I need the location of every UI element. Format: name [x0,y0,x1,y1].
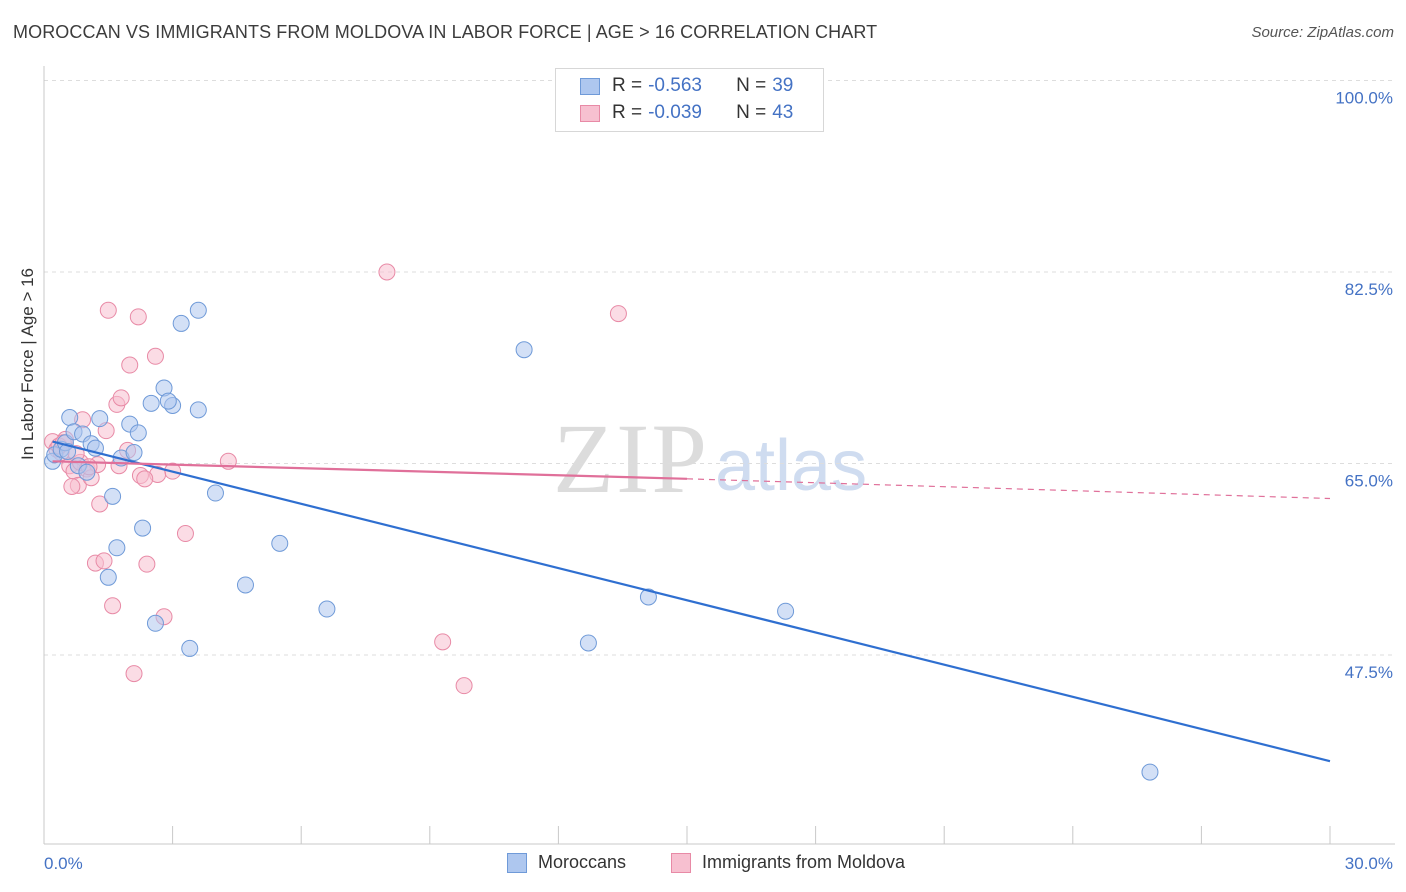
point-moroccans [108,539,126,557]
n-label: N = [736,102,767,123]
trendline-moldova [52,460,688,480]
r-value: -0.039 [648,102,702,123]
point-moroccans [78,463,96,481]
legend-row-moldova: R = -0.039 N = 43 [580,100,793,126]
point-moroccans [271,534,289,552]
point-moldova [434,633,452,651]
watermark-zip: ZIP [553,403,709,514]
legend-swatch-moldova [671,852,691,873]
legend-label-moroccans: Moroccans [538,852,627,872]
point-moroccans [206,484,224,502]
point-moroccans [99,568,117,586]
point-moroccans [318,600,336,618]
n-value: 39 [772,75,794,96]
point-moldova [136,470,154,488]
point-moroccans [777,602,795,620]
point-moroccans [172,314,190,332]
r-value: -0.563 [648,75,702,96]
point-moldova [112,389,130,407]
legend-item-moroccans[interactable]: Moroccans [507,852,626,873]
point-moldova [125,665,143,683]
legend-swatch-moroccans [580,77,600,95]
n-label: N = [736,75,767,96]
trendline-moroccans [52,440,1331,763]
point-moroccans [159,392,177,410]
point-moroccans [1141,763,1159,781]
watermark-atlas: atlas [715,426,867,506]
chart-title: MOROCCAN VS IMMIGRANTS FROM MOLDOVA IN L… [13,22,878,42]
y-tick-label: 100.0% [1335,89,1393,108]
point-moldova [95,552,113,570]
legend-swatch-moldova [580,104,600,122]
point-moroccans [104,487,122,505]
y-tick-label: 82.5% [1345,280,1393,299]
point-moroccans [189,401,207,419]
point-moroccans [236,576,254,594]
x-tick-label: 30.0% [1345,854,1393,873]
point-moldova [146,347,164,365]
legend-label-moldova: Immigrants from Moldova [702,852,906,872]
r-label: R = [612,102,643,123]
n-value: 43 [772,102,794,123]
point-moroccans [129,424,147,442]
y-axis-label: In Labor Force | Age > 16 [18,267,37,460]
point-moroccans [125,444,143,462]
legend-item-moldova[interactable]: Immigrants from Moldova [671,852,905,873]
point-moldova [99,301,117,319]
point-moroccans [181,639,199,657]
point-moldova [91,495,109,513]
point-moroccans [61,409,79,427]
point-moroccans [146,614,164,632]
point-moroccans [639,588,657,606]
point-moldova [138,555,156,573]
trendline-moldova-extension [686,478,1331,500]
y-tick-label: 47.5% [1345,663,1393,682]
legend-row-moroccans: R = -0.563 N = 39 [580,73,793,99]
point-moldova [455,677,473,695]
point-moroccans [91,410,109,428]
point-moldova [378,263,396,281]
correlation-legend: R = -0.563 N = 39 R = -0.039 N = 43 [555,68,824,132]
point-moldova [176,525,194,543]
point-moroccans [142,394,160,412]
series-legend: Moroccans Immigrants from Moldova [0,852,1406,878]
x-tick-label: 0.0% [44,854,83,873]
point-moldova [609,305,627,323]
legend-swatch-moroccans [507,852,527,873]
point-moldova [129,308,147,326]
r-label: R = [612,75,643,96]
point-moldova [104,597,122,615]
point-moroccans [579,634,597,652]
point-moroccans [134,519,152,537]
source-label: Source: ZipAtlas.com [1251,24,1394,41]
point-moroccans [515,341,533,359]
point-moldova [121,356,139,374]
point-moldova [63,477,81,495]
point-moroccans [189,301,207,319]
y-tick-label: 65.0% [1345,472,1393,491]
